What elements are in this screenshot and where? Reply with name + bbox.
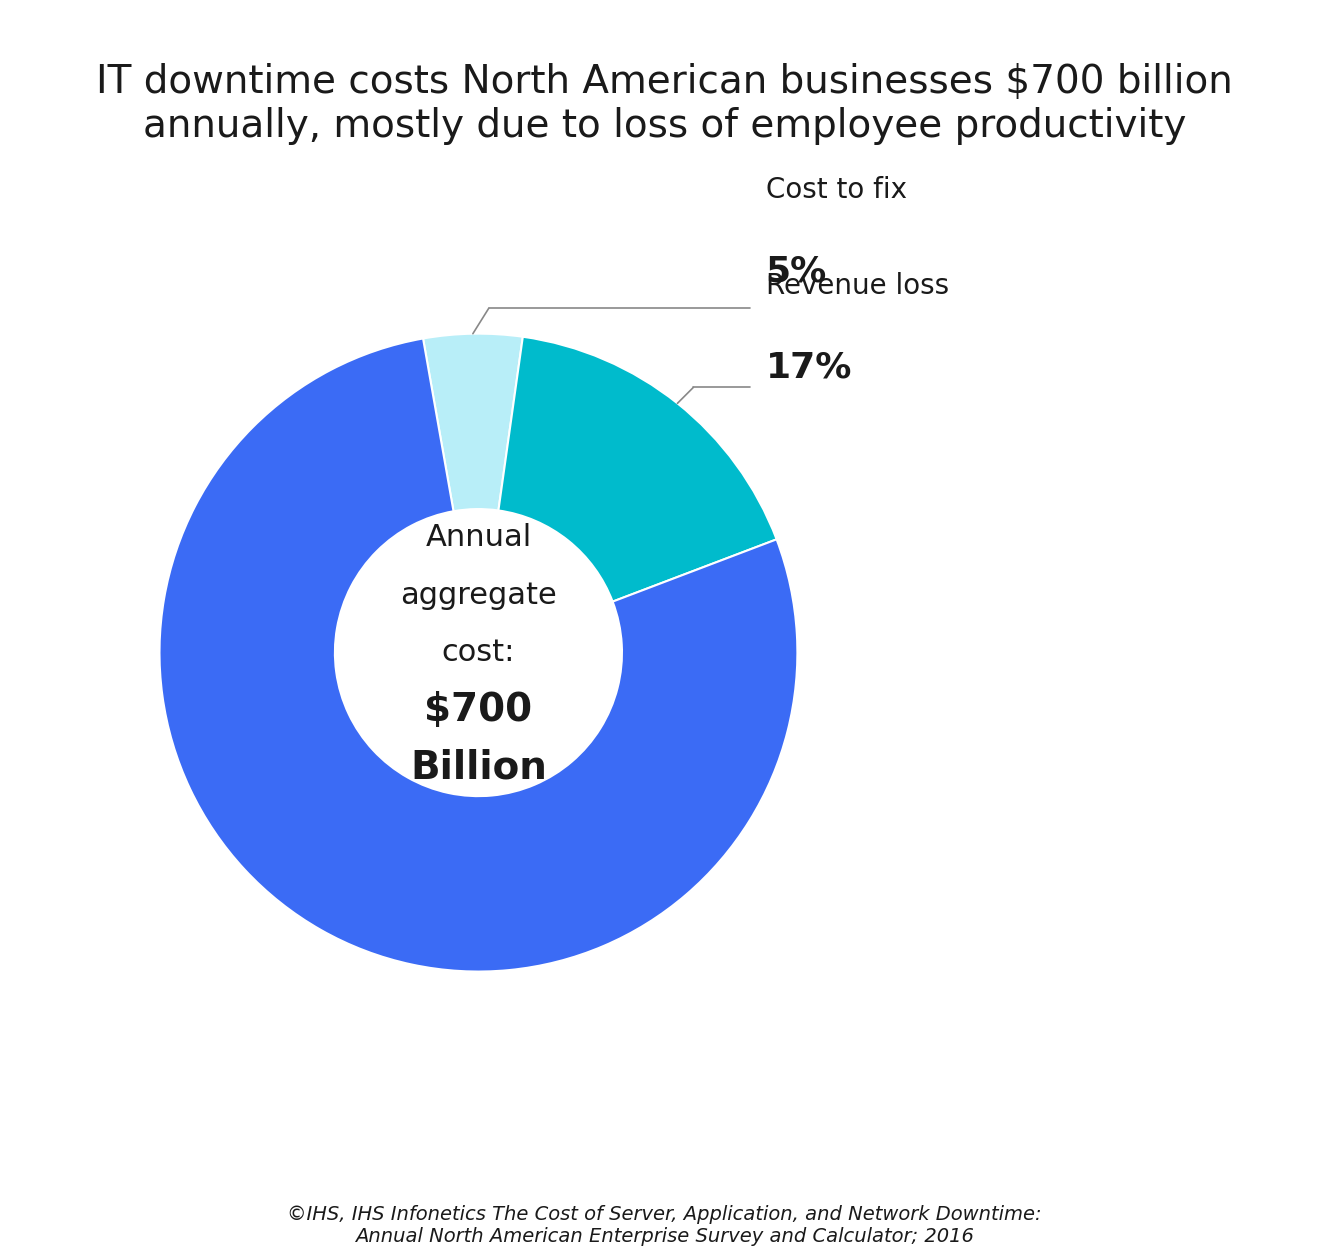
Text: 5%: 5% bbox=[766, 255, 827, 289]
Text: 17%: 17% bbox=[766, 350, 852, 384]
Text: Cost to fix: Cost to fix bbox=[766, 176, 906, 205]
Wedge shape bbox=[159, 339, 797, 971]
Text: Revenue loss: Revenue loss bbox=[766, 272, 949, 300]
Text: ©IHS, IHS Infonetics The Cost of Server, Application, and Network Downtime:
Annu: ©IHS, IHS Infonetics The Cost of Server,… bbox=[287, 1205, 1042, 1246]
Text: cost:: cost: bbox=[441, 638, 516, 668]
Wedge shape bbox=[423, 334, 522, 511]
Text: IT downtime costs North American businesses $700 billion
annually, mostly due to: IT downtime costs North American busines… bbox=[96, 63, 1233, 144]
Text: aggregate: aggregate bbox=[400, 581, 557, 610]
Text: Billion: Billion bbox=[411, 748, 546, 787]
Text: $700: $700 bbox=[424, 692, 533, 729]
Text: Annual: Annual bbox=[425, 523, 532, 552]
Wedge shape bbox=[498, 336, 776, 601]
